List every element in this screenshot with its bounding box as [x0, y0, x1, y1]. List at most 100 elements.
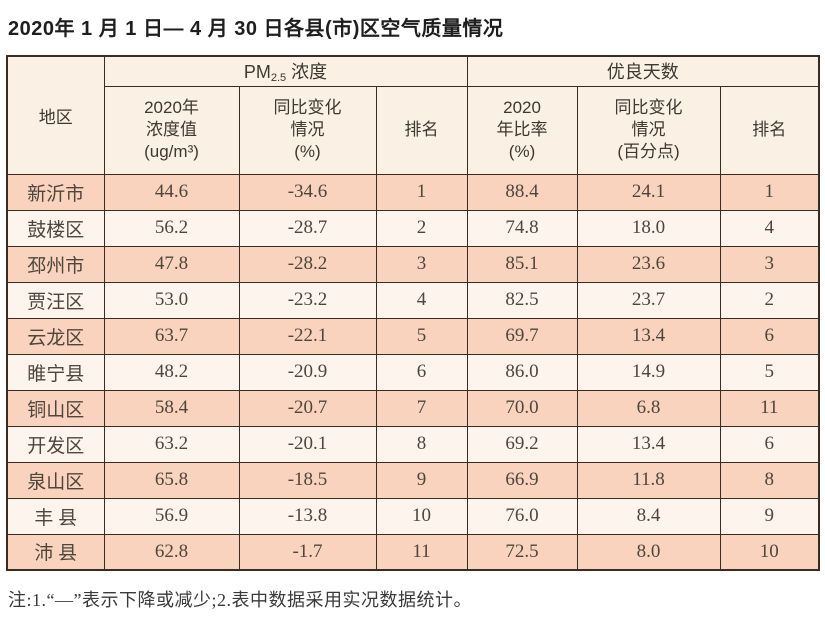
- ratio-change-cell: 8.0: [576, 533, 721, 571]
- pm25-value-cell: 44.6: [103, 173, 240, 211]
- ratio-cell: 86.0: [466, 353, 578, 391]
- pm25-rank-cell: 3: [375, 245, 468, 283]
- pm25-rank-cell: 8: [375, 425, 468, 463]
- header-days-rank: 排名: [719, 85, 820, 175]
- header-pm25-group: PM2.5 浓度: [103, 55, 468, 87]
- region-cell: 沛 县: [6, 533, 105, 571]
- days-rank-cell: 9: [719, 497, 820, 535]
- region-cell: 贾汪区: [6, 281, 105, 319]
- pm25-change-cell: -13.8: [238, 497, 377, 535]
- days-rank-cell: 6: [719, 425, 820, 463]
- pm25-change-cell: -34.6: [238, 173, 377, 211]
- air-quality-table: 地区 PM2.5 浓度 优良天数 2020年 浓度值 (ug/m³) 同比变化 …: [6, 55, 821, 571]
- pm25-rank-cell: 6: [375, 353, 468, 391]
- region-cell: 邳州市: [6, 245, 105, 283]
- pm25-value-cell: 48.2: [103, 353, 240, 391]
- pm25-change-cell: -22.1: [238, 317, 377, 355]
- pm25-change-cell: -1.7: [238, 533, 377, 571]
- pm25-value-cell: 53.0: [103, 281, 240, 319]
- region-cell: 丰 县: [6, 497, 105, 535]
- days-rank-cell: 5: [719, 353, 820, 391]
- footnote: 注:1.“—”表示下降或减少;2.表中数据采用实况数据统计。: [8, 590, 472, 610]
- ratio-change-cell: 14.9: [576, 353, 721, 391]
- pm25-value-cell: 65.8: [103, 461, 240, 499]
- table-row: 丰 县 56.9 -13.8 10 76.0 8.4 9: [6, 497, 820, 535]
- pm25-group-label: PM2.5 浓度: [243, 62, 328, 85]
- pm25-rank-cell: 4: [375, 281, 468, 319]
- good-days-group-label: 优良天数: [606, 62, 679, 83]
- pm25-change-cell: -18.5: [238, 461, 377, 499]
- ratio-cell: 66.9: [466, 461, 578, 499]
- pm25-rank-cell: 1: [375, 173, 468, 211]
- header-group-row: 地区 PM2.5 浓度 优良天数: [6, 55, 820, 175]
- ratio-cell: 82.5: [466, 281, 578, 319]
- days-rank-cell: 2: [719, 281, 820, 319]
- ratio-change-cell: 23.6: [576, 245, 721, 283]
- ratio-cell: 69.7: [466, 317, 578, 355]
- pm25-value-cell: 58.4: [103, 389, 240, 427]
- ratio-change-cell: 18.0: [576, 209, 721, 247]
- table-body: 新沂市 44.6 -34.6 1 88.4 24.1 1 鼓楼区 56.2 -2…: [6, 173, 820, 571]
- pm25-rank-cell: 2: [375, 209, 468, 247]
- pm25-value-cell: 56.9: [103, 497, 240, 535]
- pm25-change-cell: -20.7: [238, 389, 377, 427]
- days-rank-cell: 4: [719, 209, 820, 247]
- pm25-change-cell: -23.2: [238, 281, 377, 319]
- pm25-change-cell: -28.2: [238, 245, 377, 283]
- ratio-change-cell: 6.8: [576, 389, 721, 427]
- pm25-prefix: PM: [243, 62, 271, 83]
- region-cell: 睢宁县: [6, 353, 105, 391]
- region-cell: 新沂市: [6, 173, 105, 211]
- pm25-value-cell: 63.2: [103, 425, 240, 463]
- pm25-rank-cell: 7: [375, 389, 468, 427]
- table-row: 沛 县 62.8 -1.7 11 72.5 8.0 10: [6, 533, 820, 571]
- pm25-rank-cell: 5: [375, 317, 468, 355]
- table-row: 泉山区 65.8 -18.5 9 66.9 11.8 8: [6, 461, 820, 499]
- pm25-subscript: 2.5: [270, 72, 287, 85]
- pm25-value-cell: 47.8: [103, 245, 240, 283]
- header-good-days-group: 优良天数: [466, 55, 820, 87]
- table-row: 邳州市 47.8 -28.2 3 85.1 23.6 3: [6, 245, 820, 283]
- days-rank-cell: 11: [719, 389, 820, 427]
- table-row: 新沂市 44.6 -34.6 1 88.4 24.1 1: [6, 173, 820, 211]
- ratio-change-cell: 24.1: [576, 173, 721, 211]
- ratio-change-cell: 13.4: [576, 317, 721, 355]
- table-row: 云龙区 63.7 -22.1 5 69.7 13.4 6: [6, 317, 820, 355]
- days-rank-cell: 1: [719, 173, 820, 211]
- pm25-suffix: 浓度: [286, 62, 328, 83]
- header-sub-row: 2020年 浓度值 (ug/m³) 同比变化 情况 (%) 排名 2020 年比…: [7, 85, 820, 175]
- region-cell: 铜山区: [6, 389, 105, 427]
- header-yoy-change-pct: 同比变化 情况 (%): [238, 85, 377, 175]
- ratio-cell: 88.4: [466, 173, 578, 211]
- region-cell: 云龙区: [6, 317, 105, 355]
- pm25-rank-cell: 10: [375, 497, 468, 535]
- ratio-cell: 69.2: [466, 425, 578, 463]
- region-cell: 开发区: [6, 425, 105, 463]
- ratio-cell: 76.0: [466, 497, 578, 535]
- table-row: 铜山区 58.4 -20.7 7 70.0 6.8 11: [6, 389, 820, 427]
- pm25-change-cell: -20.9: [238, 353, 377, 391]
- header-concentration: 2020年 浓度值 (ug/m³): [103, 85, 240, 175]
- ratio-change-cell: 23.7: [576, 281, 721, 319]
- table-row: 鼓楼区 56.2 -28.7 2 74.8 18.0 4: [6, 209, 820, 247]
- ratio-cell: 85.1: [466, 245, 578, 283]
- page-title: 2020年 1 月 1 日— 4 月 30 日各县(市)区空气质量情况: [8, 18, 504, 40]
- pm25-value-cell: 63.7: [103, 317, 240, 355]
- table-row: 贾汪区 53.0 -23.2 4 82.5 23.7 2: [6, 281, 820, 319]
- region-cell: 鼓楼区: [6, 209, 105, 247]
- ratio-cell: 72.5: [466, 533, 578, 571]
- days-rank-cell: 6: [719, 317, 820, 355]
- ratio-change-cell: 8.4: [576, 497, 721, 535]
- pm25-rank-cell: 11: [375, 533, 468, 571]
- days-rank-cell: 10: [719, 533, 820, 571]
- pm25-value-cell: 62.8: [103, 533, 240, 571]
- ratio-cell: 74.8: [466, 209, 578, 247]
- region-cell: 泉山区: [6, 461, 105, 499]
- table-header: 地区 PM2.5 浓度 优良天数 2020年 浓度值 (ug/m³) 同比变化 …: [6, 55, 820, 175]
- pm25-change-cell: -28.7: [238, 209, 377, 247]
- pm25-value-cell: 56.2: [103, 209, 240, 247]
- header-pm25-rank: 排名: [375, 85, 468, 175]
- header-ratio-2020: 2020 年比率 (%): [466, 85, 578, 175]
- ratio-cell: 70.0: [466, 389, 578, 427]
